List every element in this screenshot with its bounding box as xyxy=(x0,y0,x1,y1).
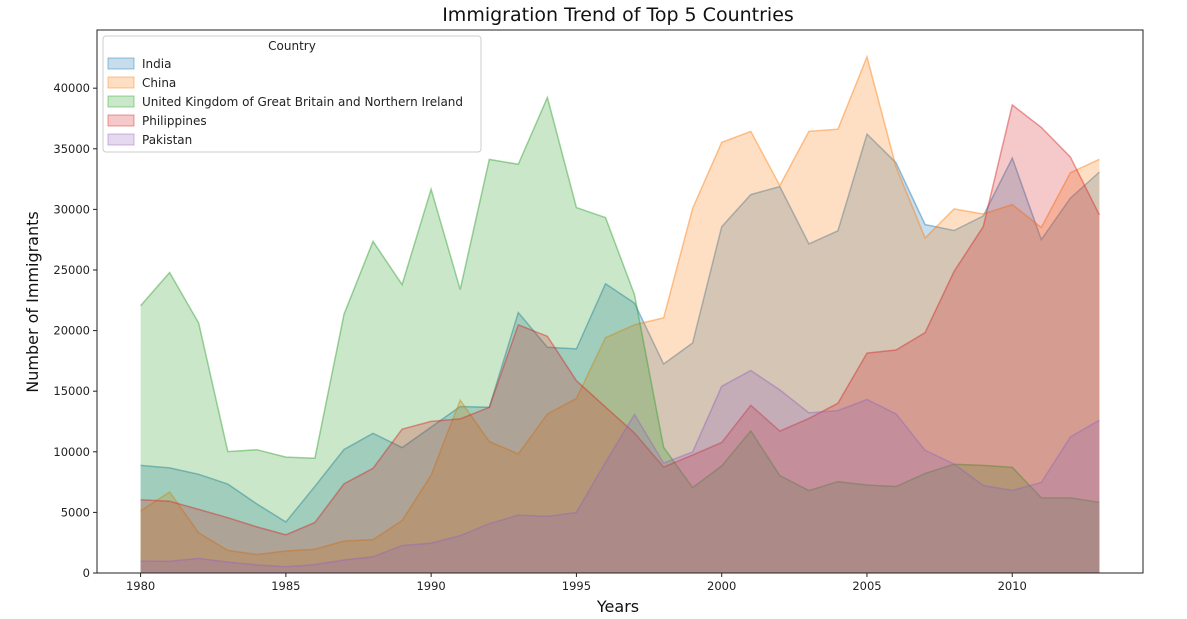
y-tick-label: 40000 xyxy=(53,81,90,95)
y-tick-label: 35000 xyxy=(53,142,90,156)
area-series-1 xyxy=(140,56,1100,573)
legend-label-1: China xyxy=(142,76,176,90)
y-axis: 0 5000 10000 15000 20000 25000 30000 35000 40000 xyxy=(53,81,97,580)
chart-title: Immigration Trend of Top 5 Countries xyxy=(442,4,794,26)
x-tick-label: 2000 xyxy=(707,579,736,593)
legend-box xyxy=(102,35,482,153)
area-series-2 xyxy=(140,97,1100,573)
x-tick-label: 2005 xyxy=(852,579,881,593)
area-layer xyxy=(140,54,1101,574)
x-tick-label: 1990 xyxy=(416,579,445,593)
line-series-1 xyxy=(140,54,1100,556)
y-tick-label: 25000 xyxy=(53,263,90,277)
y-axis-label: Number of Immigrants xyxy=(23,211,42,393)
legend-swatch-3 xyxy=(107,114,135,127)
legend-label-2: United Kingdom of Great Britain and Nort… xyxy=(142,95,463,109)
y-tick-label: 5000 xyxy=(61,505,90,519)
line-series-3 xyxy=(140,103,1101,536)
line-series-2 xyxy=(140,95,1100,504)
x-tick-label: 2010 xyxy=(998,579,1027,593)
y-tick-label: 10000 xyxy=(53,445,90,459)
y-tick-label: 30000 xyxy=(53,202,90,216)
line-series-4 xyxy=(140,369,1100,568)
x-tick-label: 1995 xyxy=(562,579,591,593)
x-axis: 1980 1985 1990 1995 2000 2005 2010 xyxy=(126,573,1027,593)
line-series-0 xyxy=(140,132,1100,523)
legend-title: Country xyxy=(268,39,316,53)
y-tick-label: 0 xyxy=(83,566,90,580)
legend-swatch-0 xyxy=(107,57,135,70)
plot-frame xyxy=(96,29,1144,574)
legend-swatch-4 xyxy=(107,133,135,146)
area-series-3 xyxy=(140,104,1100,574)
area-series-0 xyxy=(140,134,1100,573)
x-axis-label: Years xyxy=(596,597,639,616)
legend-swatch-1 xyxy=(107,76,135,89)
legend-label-4: Pakistan xyxy=(142,133,192,147)
y-tick-label: 15000 xyxy=(53,384,90,398)
legend-items: India China United Kingdom of Great Britai… xyxy=(107,57,463,147)
x-tick-label: 1980 xyxy=(126,579,155,593)
x-tick-label: 1985 xyxy=(271,579,300,593)
area-series-4 xyxy=(140,370,1100,573)
legend-label-3: Philippines xyxy=(142,114,207,128)
legend-label-0: India xyxy=(142,57,171,71)
legend-swatch-2 xyxy=(107,95,135,108)
legend: Country India China United Kingdom of Grea… xyxy=(102,35,482,153)
y-tick-label: 20000 xyxy=(53,324,90,338)
